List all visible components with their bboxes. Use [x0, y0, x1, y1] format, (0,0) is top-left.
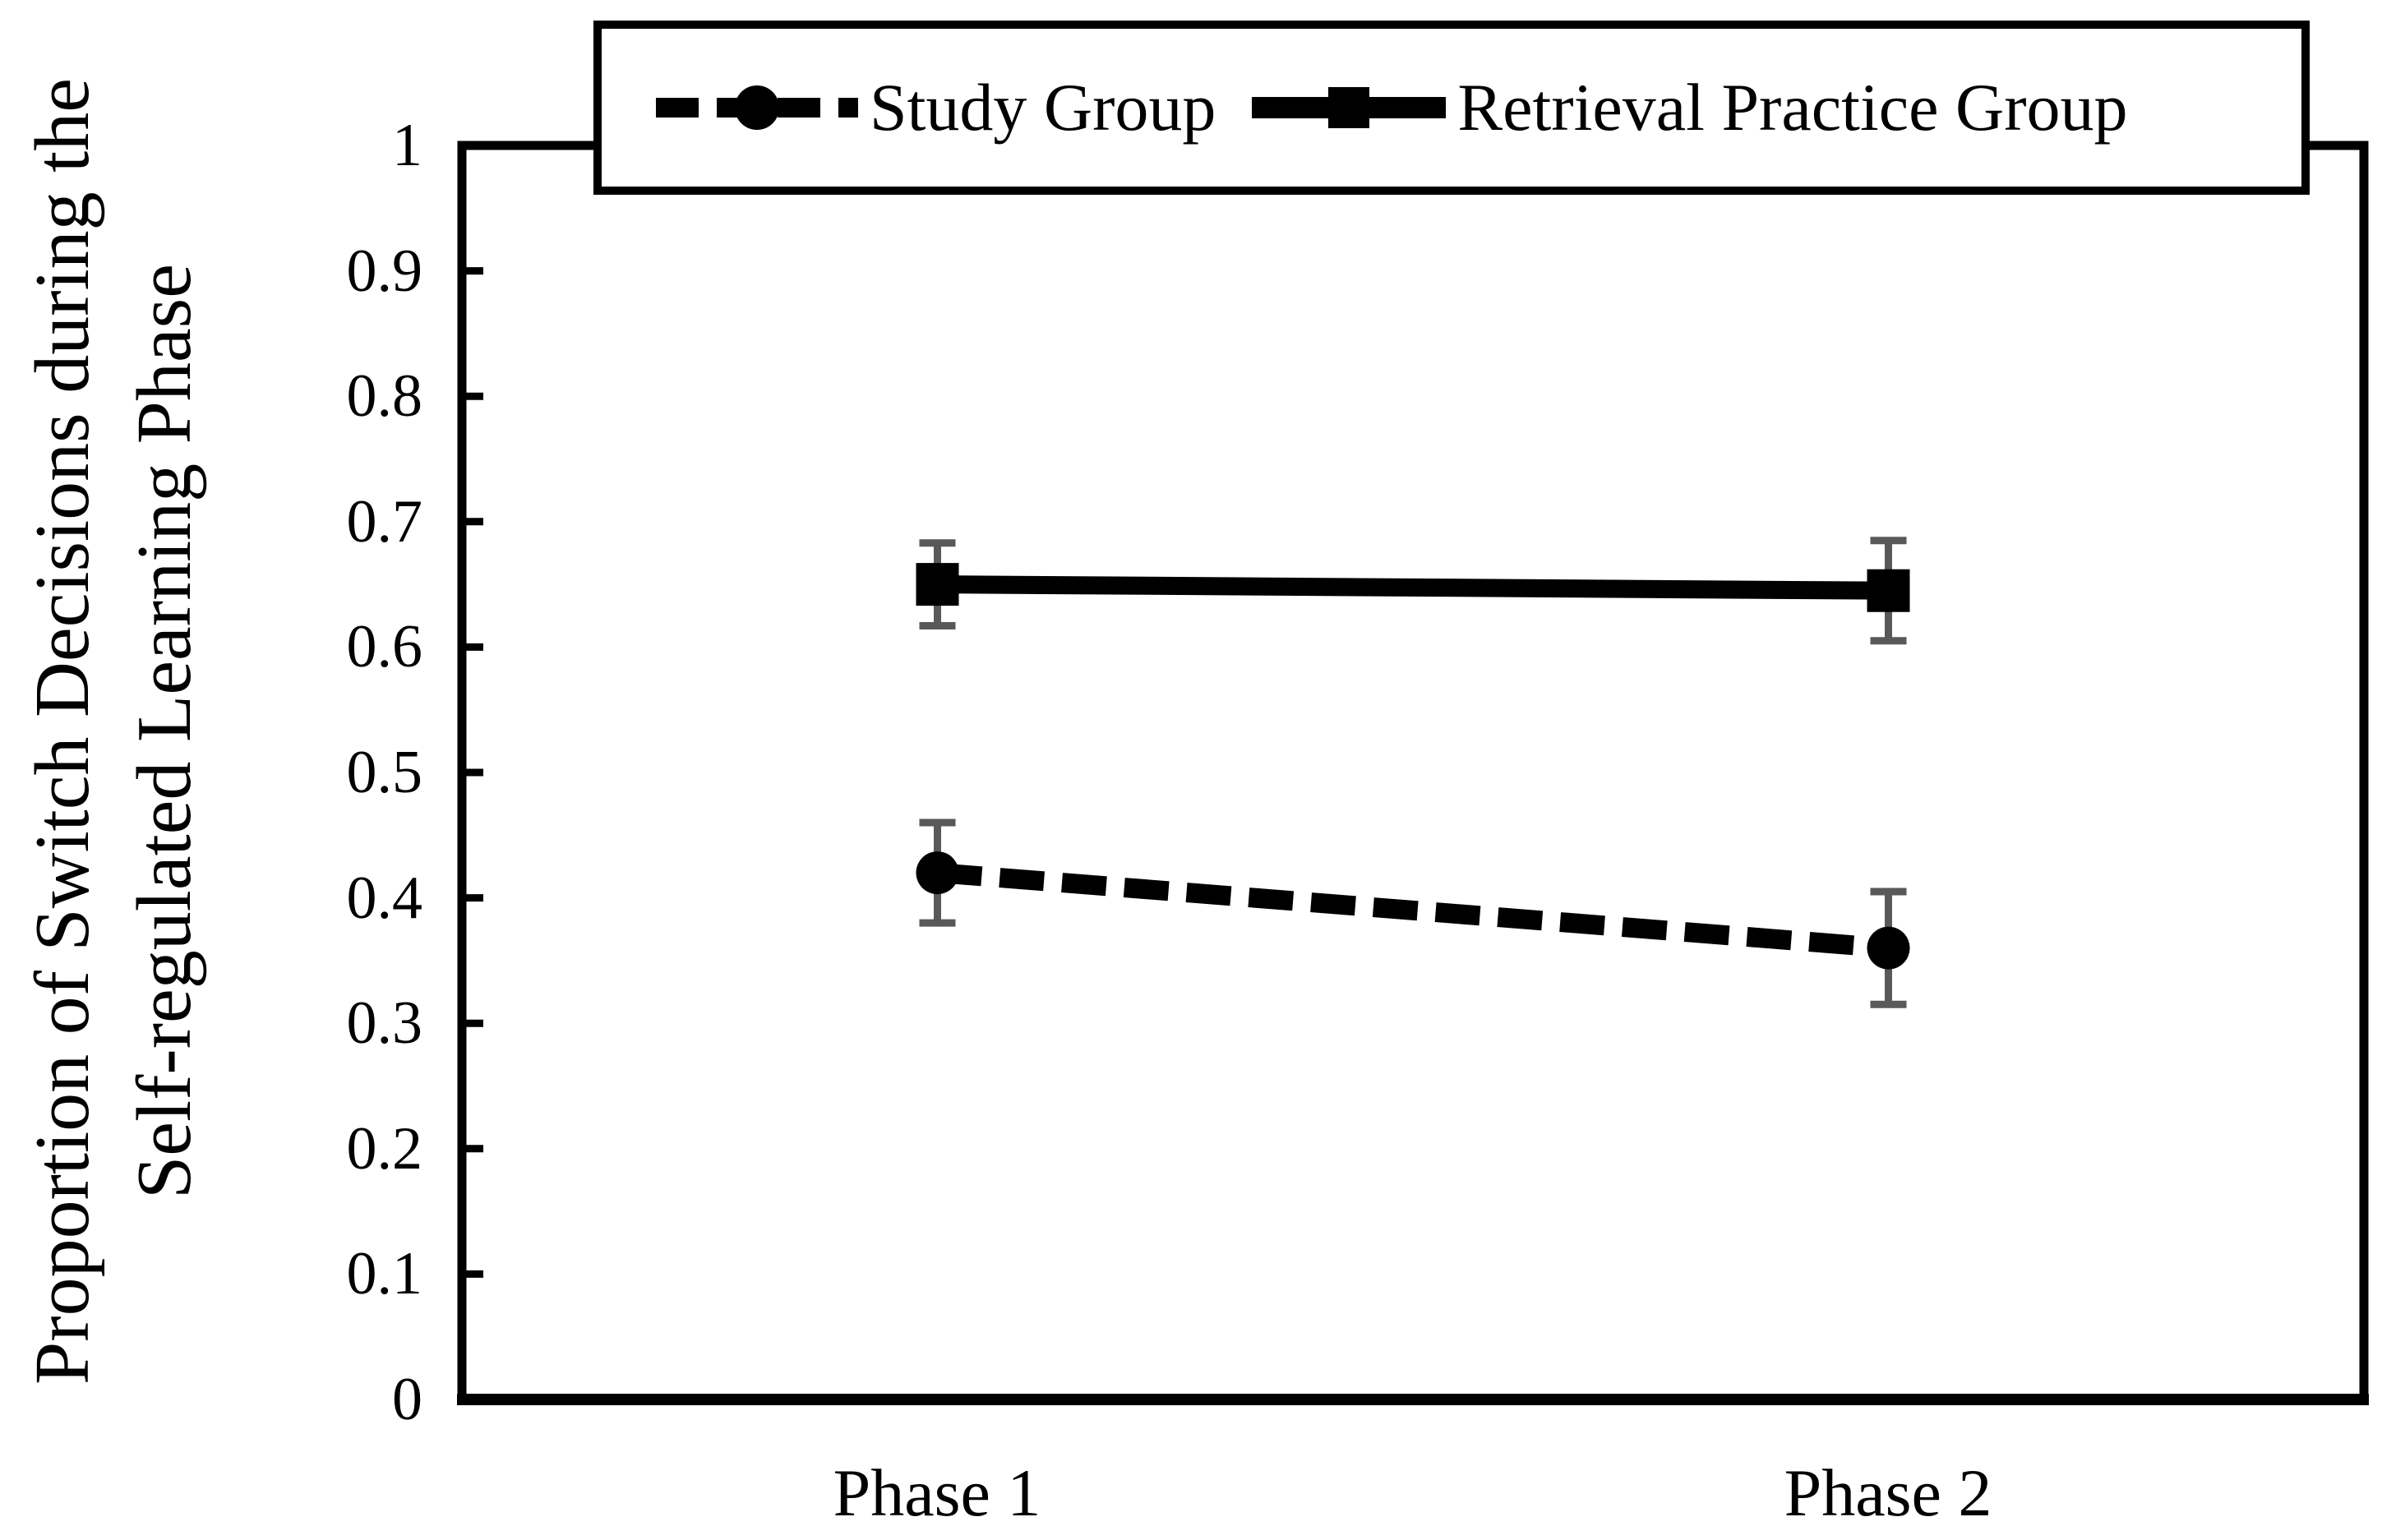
x-tick-label-phase-1: Phase 1 [833, 1455, 1041, 1530]
series-line-study-group [936, 863, 1890, 958]
x-tick-label-phase-2: Phase 2 [1784, 1455, 1992, 1530]
y-tick-label: 0.6 [346, 613, 423, 681]
marker-square [916, 563, 959, 606]
legend-item-study-group: Study Group [654, 71, 1216, 145]
y-tick-label: 0.7 [346, 487, 423, 556]
y-tick-label: 0 [392, 1366, 422, 1433]
legend-swatch-study-group-icon [654, 81, 860, 134]
legend-label-retrieval-practice-group: Retrieval Practice Group [1457, 70, 2128, 145]
y-tick-label: 0.3 [346, 989, 423, 1058]
y-tick-label: 0.1 [346, 1240, 423, 1308]
y-tick-label: 0.9 [346, 237, 423, 305]
legend-swatch-retrieval-practice-group-icon [1250, 81, 1447, 134]
series-line-retrieval-practice-group [937, 575, 1889, 600]
y-tick-label: 0.4 [346, 864, 423, 932]
marker-circle [916, 851, 959, 895]
marker-square [1867, 569, 1910, 612]
plot-border [457, 141, 2369, 1404]
marker-circle [1867, 926, 1910, 970]
y-tick-labels: 0 0.1 0.2 0.3 0.4 0.5 0.6 0.7 0.8 0.9 1 [0, 0, 423, 1540]
legend: Study Group Retrieval Practice Group [593, 21, 2310, 195]
y-tick-label: 0.2 [346, 1114, 423, 1183]
legend-label-study-group: Study Group [870, 70, 1216, 145]
y-tick-label: 0.5 [346, 739, 423, 806]
y-tick-label: 0.8 [346, 362, 423, 431]
y-tick-label: 1 [392, 112, 422, 179]
legend-item-retrieval-practice-group: Retrieval Practice Group [1250, 70, 2128, 145]
